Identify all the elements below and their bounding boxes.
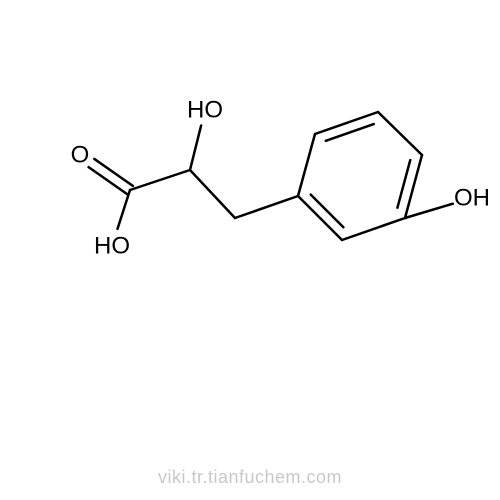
molecule-diagram: O HO HO OH xyxy=(0,0,500,500)
atom-label: HO xyxy=(187,97,223,124)
atom-label: O xyxy=(71,142,90,169)
atom-label: HO xyxy=(94,233,130,260)
atom-label: OH xyxy=(454,185,490,212)
watermark-text: viki.tr.tianfuchem.com xyxy=(158,467,342,488)
